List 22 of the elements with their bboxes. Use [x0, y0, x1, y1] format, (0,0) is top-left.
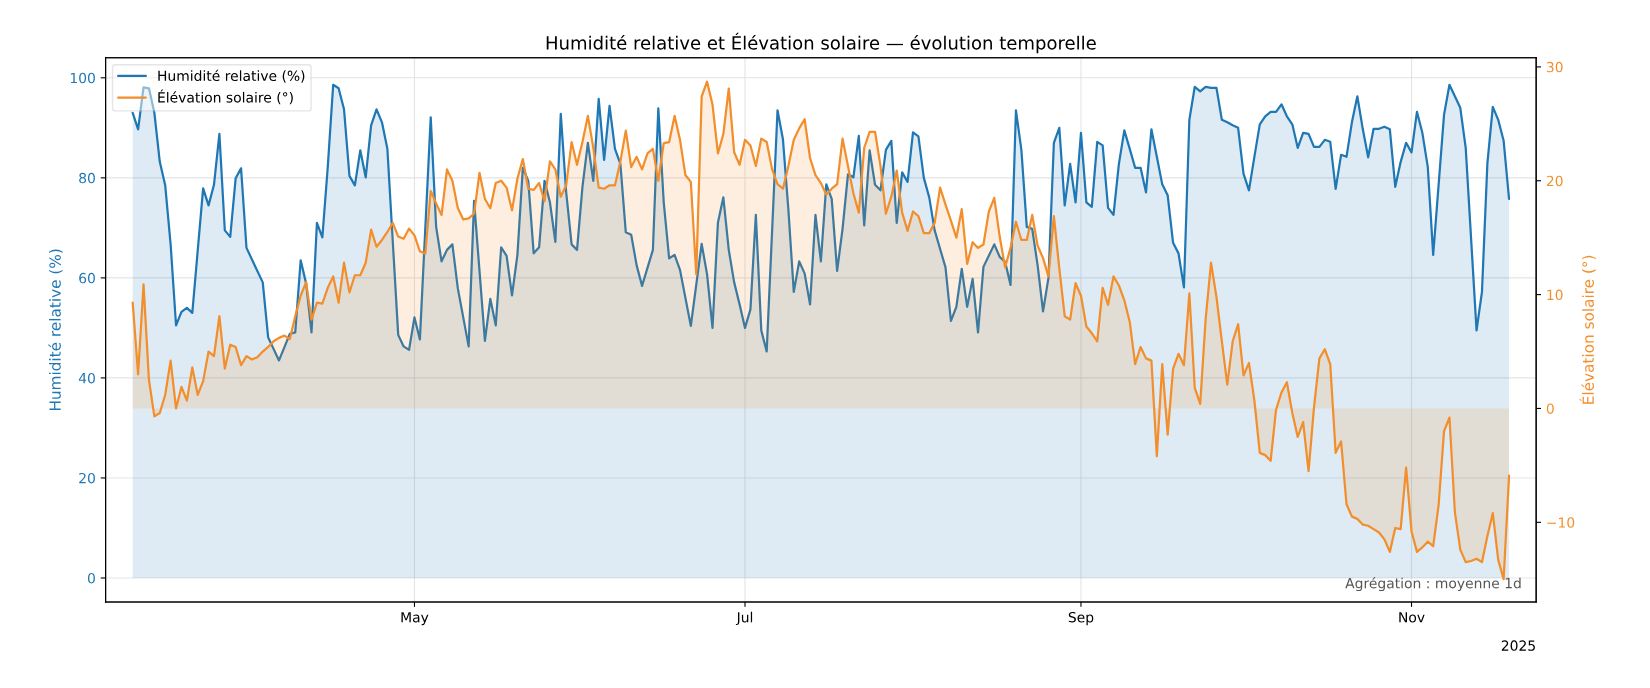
y2-tick-label: 20 [1546, 175, 1563, 187]
y-tick-label: 40 [78, 372, 95, 384]
y-tick-label: 20 [79, 472, 95, 484]
y2-tick-label: −10 [1547, 517, 1575, 528]
legend-label: Élévation solaire (°) [158, 89, 293, 105]
y-tick-label: 80 [79, 172, 95, 184]
chart-title: Humidité relative et Élévation solaire — évolution temporelle [546, 32, 1096, 54]
y2-axis-title: Élévation solaire (°) [1579, 255, 1596, 404]
y-tick-label: 0 [87, 572, 95, 584]
text: 2025 [1501, 640, 1535, 651]
y2-tick-label: 10 [1547, 289, 1563, 301]
x-tick-label: Nov [1399, 612, 1425, 623]
x-tick-label: Jul [735, 611, 753, 626]
x-tick-label: May [401, 612, 429, 626]
y-axis-title: Humidité relative (%) [48, 249, 63, 411]
x-tick-label: Sep [1068, 611, 1094, 626]
legend-label: Humidité relative (%) [158, 69, 305, 83]
y2-tick-label: 0 [1546, 403, 1554, 414]
y-tick-label: 60 [79, 272, 95, 284]
annotation: Agrégation : moyenne 1d [1345, 577, 1521, 592]
y2-tick-label: 30 [1546, 61, 1563, 73]
y-tick-label: 100 [70, 72, 95, 84]
